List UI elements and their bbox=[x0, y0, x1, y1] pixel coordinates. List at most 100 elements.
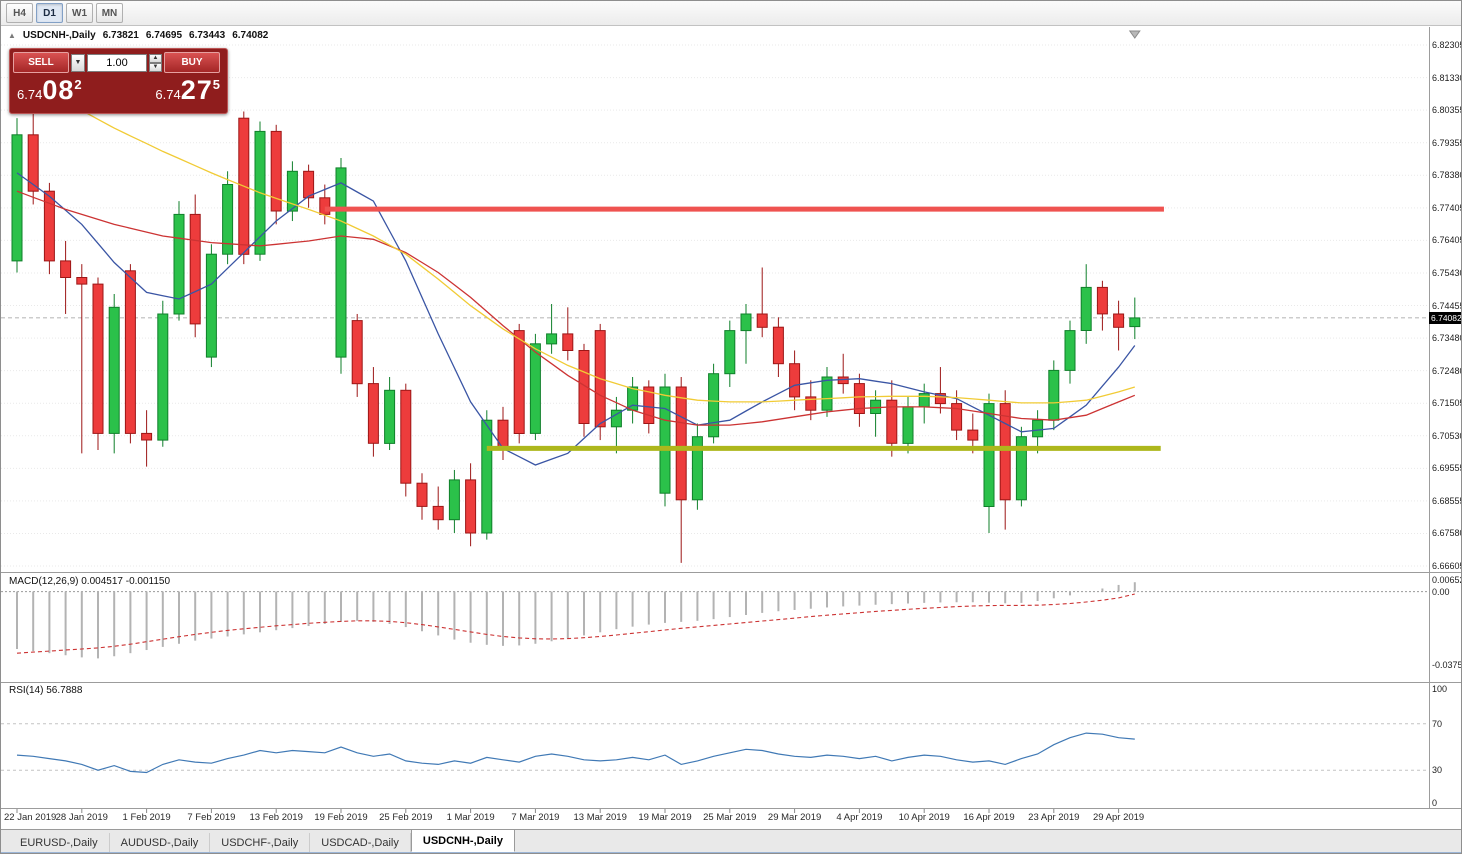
timeframe-button-mn[interactable]: MN bbox=[96, 3, 123, 23]
candle bbox=[513, 330, 525, 435]
rsi-axis-label: 100 bbox=[1432, 684, 1448, 694]
candle bbox=[351, 320, 363, 385]
candle bbox=[335, 167, 347, 358]
candle bbox=[416, 482, 428, 507]
ohlc-value: 6.73443 bbox=[189, 30, 226, 41]
candle bbox=[367, 383, 379, 444]
price-axis-label: 6.69555 bbox=[1432, 463, 1462, 474]
volume-up-icon[interactable]: ▲ bbox=[149, 53, 162, 63]
timeframe-button-h4[interactable]: H4 bbox=[6, 3, 33, 23]
buy-price-display[interactable]: 6.74 27 5 bbox=[155, 74, 220, 106]
date-axis-label: 19 Feb 2019 bbox=[314, 812, 368, 823]
candle bbox=[821, 376, 833, 411]
macd-axis-label: -0.03757 bbox=[1432, 660, 1461, 670]
candle bbox=[205, 253, 217, 358]
volume-down-icon[interactable]: ▼ bbox=[149, 62, 162, 72]
sell-button[interactable]: SELL bbox=[13, 52, 69, 73]
date-axis-label: 1 Feb 2019 bbox=[122, 812, 171, 823]
price-axis-label: 6.70530 bbox=[1432, 430, 1462, 441]
current-price-tag: 6.74082 bbox=[1429, 311, 1461, 324]
timeframe-button-w1[interactable]: W1 bbox=[66, 3, 93, 23]
candle bbox=[740, 313, 752, 332]
candle bbox=[27, 134, 39, 192]
ohlc-value: 6.74695 bbox=[145, 30, 183, 41]
chart-tab-eurusd[interactable]: EURUSD-,Daily bbox=[9, 833, 110, 852]
candle bbox=[60, 260, 72, 278]
candle bbox=[43, 190, 55, 262]
date-axis-label: 25 Mar 2019 bbox=[703, 812, 757, 823]
date-axis-label: 28 Jan 2019 bbox=[55, 812, 108, 823]
candle bbox=[691, 436, 703, 501]
date-axis-label: 13 Feb 2019 bbox=[249, 812, 303, 823]
price-axis-label: 6.81330 bbox=[1432, 72, 1462, 83]
candle bbox=[303, 170, 315, 199]
candle bbox=[999, 403, 1011, 501]
candle bbox=[870, 399, 882, 415]
chart-tab-usdchf[interactable]: USDCHF-,Daily bbox=[210, 833, 311, 852]
date-axis-label: 13 Mar 2019 bbox=[573, 812, 627, 823]
candle bbox=[400, 389, 412, 484]
price-axis-label: 6.67580 bbox=[1432, 528, 1462, 539]
candle bbox=[286, 170, 298, 212]
candle bbox=[1129, 317, 1141, 328]
date-axis-label: 19 Mar 2019 bbox=[638, 812, 692, 823]
symbol-title: USDCNH-,Daily bbox=[22, 30, 96, 41]
sell-price-pips: 08 bbox=[42, 75, 75, 105]
buy-price-main: 6.74 bbox=[155, 87, 181, 102]
trade-panel-controls: SELL ▼ ▲ ▼ BUY bbox=[10, 49, 227, 74]
candle bbox=[1080, 286, 1092, 331]
candle bbox=[529, 343, 541, 434]
date-axis-label: 7 Mar 2019 bbox=[511, 812, 560, 823]
price-axis-label: 6.66605 bbox=[1432, 561, 1462, 571]
candle bbox=[448, 479, 460, 521]
price-axis-label: 6.78380 bbox=[1432, 170, 1462, 181]
one-click-trade-panel: SELL ▼ ▲ ▼ BUY 6.74 08 2 6.74 27 5 bbox=[9, 48, 228, 114]
candle bbox=[578, 350, 590, 424]
candle bbox=[481, 419, 493, 534]
macd-signal-line bbox=[16, 593, 1135, 654]
chart-plot[interactable] bbox=[1, 44, 1428, 774]
ma-line-fast-blue bbox=[16, 172, 1136, 466]
macd-axis-label: 0.006522 bbox=[1432, 574, 1461, 585]
sell-price-display[interactable]: 6.74 08 2 bbox=[17, 74, 82, 106]
date-axis-label: 10 Apr 2019 bbox=[898, 812, 950, 823]
candle bbox=[1048, 369, 1060, 421]
candle bbox=[934, 393, 946, 405]
buy-price-point: 5 bbox=[212, 77, 220, 92]
price-axis-label: 6.77405 bbox=[1432, 202, 1462, 213]
shift-marker-icon bbox=[1128, 30, 1141, 39]
ma-line-slow-yellow bbox=[16, 72, 1135, 404]
candle bbox=[902, 406, 914, 444]
ma-line-mid-red bbox=[16, 190, 1136, 426]
chart-tab-bar: EURUSD-,Daily AUDUSD-,Daily USDCHF-,Daily U… bbox=[1, 829, 1461, 852]
timeframe-button-d1[interactable]: D1 bbox=[36, 3, 63, 23]
candle bbox=[675, 386, 687, 501]
candle bbox=[222, 184, 234, 255]
rsi-axis-label: 0 bbox=[1432, 798, 1438, 808]
candle bbox=[319, 197, 331, 215]
chart-tab-usdcad[interactable]: USDCAD-,Daily bbox=[310, 833, 411, 852]
candle bbox=[76, 277, 88, 285]
candle bbox=[659, 386, 671, 494]
symbol-info-line: ▲ USDCNH-,Daily 6.73821 6.74695 6.73443 6.7… bbox=[8, 30, 275, 41]
candle bbox=[270, 130, 282, 212]
rsi-line bbox=[16, 732, 1135, 774]
price-axis-label: 6.71505 bbox=[1432, 398, 1462, 409]
buy-button[interactable]: BUY bbox=[164, 52, 220, 73]
sell-price-point: 2 bbox=[74, 77, 82, 92]
volume-dropdown-icon[interactable]: ▼ bbox=[71, 53, 85, 72]
candle bbox=[1015, 436, 1027, 501]
candle bbox=[11, 134, 23, 262]
candle bbox=[108, 306, 120, 434]
date-axis-label: 29 Mar 2019 bbox=[767, 812, 822, 823]
chart-tab-audusd[interactable]: AUDUSD-,Daily bbox=[110, 833, 211, 852]
candle bbox=[853, 383, 865, 415]
date-axis-label: 7 Feb 2019 bbox=[187, 812, 236, 823]
price-axis-label: 6.72480 bbox=[1432, 365, 1462, 376]
chart-tab-usdcnh[interactable]: USDCNH-,Daily bbox=[410, 829, 515, 852]
volume-input[interactable] bbox=[87, 53, 147, 72]
price-axis-label: 6.73480 bbox=[1432, 333, 1462, 344]
candle bbox=[1032, 419, 1044, 438]
price-axis-label: 6.82305 bbox=[1432, 40, 1462, 50]
